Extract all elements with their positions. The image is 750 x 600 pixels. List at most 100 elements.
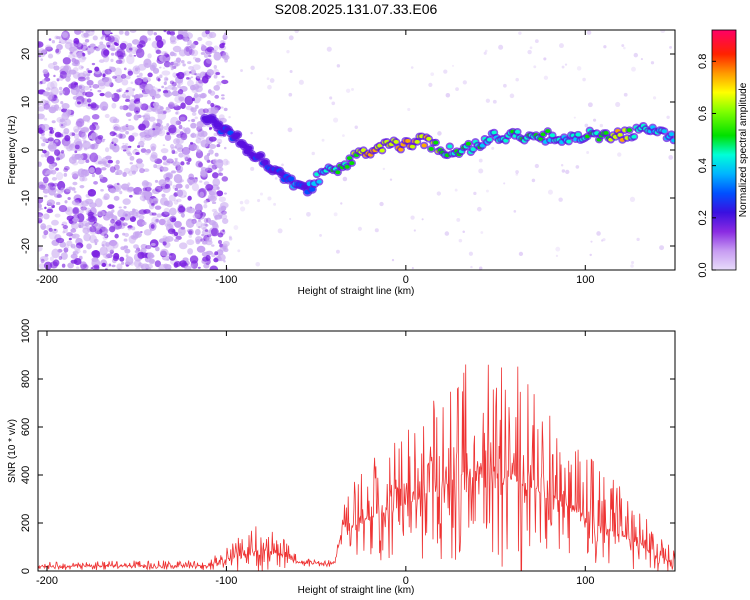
noise-blob (106, 242, 115, 253)
noise-blob (77, 168, 86, 178)
noise-blob (209, 90, 216, 96)
noise-blob (128, 104, 133, 108)
noise-blob (110, 47, 116, 52)
noise-blob (342, 134, 345, 137)
noise-blob (64, 118, 72, 126)
noise-blob (62, 57, 71, 65)
noise-blob (162, 160, 171, 166)
noise-blob (63, 166, 70, 171)
noise-blob (67, 197, 71, 201)
noise-blob (115, 220, 122, 226)
noise-blob (183, 30, 188, 34)
noise-blob (124, 30, 130, 36)
ridge-point (575, 132, 581, 137)
noise-blob (112, 75, 118, 79)
noise-blob (109, 223, 115, 227)
noise-blob (407, 107, 411, 112)
noise-blob (266, 77, 270, 81)
colorbar-label: Normalized spectral amplitude (738, 82, 749, 217)
noise-blob (192, 118, 196, 122)
noise-blob (71, 187, 76, 191)
noise-blob (147, 72, 153, 78)
noise-blob (159, 74, 163, 79)
ridge-point (447, 144, 453, 149)
noise-blob (91, 173, 96, 178)
noise-blob (206, 234, 212, 238)
noise-blob (192, 56, 197, 60)
noise-blob (534, 163, 539, 169)
noise-blob (85, 207, 91, 213)
noise-blob (123, 67, 127, 71)
noise-blob (67, 262, 74, 269)
snr-y-axis-label: SNR (10 * v/v) (7, 419, 18, 483)
noise-blob (152, 67, 160, 74)
noise-blob (289, 70, 293, 74)
colorbar-tick-label: 0.6 (697, 106, 709, 121)
noise-blob (43, 261, 53, 270)
noise-blob (178, 152, 184, 158)
noise-blob (455, 87, 459, 91)
noise-blob (191, 183, 200, 192)
noise-blob (411, 267, 414, 270)
noise-blob (485, 98, 491, 103)
noise-blob (586, 151, 590, 154)
noise-blob (84, 38, 90, 43)
noise-blob (81, 30, 84, 33)
noise-blob (161, 70, 171, 76)
noise-blob (81, 200, 90, 207)
noise-blob (110, 133, 113, 136)
noise-blob (233, 225, 239, 230)
noise-blob (61, 223, 64, 226)
noise-blob (306, 211, 311, 217)
noise-blob (100, 188, 104, 192)
noise-blob (171, 149, 176, 155)
noise-blob (666, 115, 670, 120)
noise-blob (85, 159, 90, 163)
noise-blob (223, 146, 227, 150)
noise-blob (116, 263, 123, 270)
noise-blob (116, 89, 121, 93)
noise-blob (186, 161, 190, 165)
noise-blob (125, 123, 129, 128)
noise-blob (176, 191, 181, 196)
noise-blob (55, 237, 65, 243)
noise-blob (155, 49, 162, 55)
noise-blob (131, 132, 139, 137)
noise-blob (101, 138, 105, 143)
noise-blob (177, 226, 186, 237)
noise-blob (112, 241, 119, 249)
noise-blob (154, 179, 159, 183)
noise-blob (69, 51, 73, 55)
noise-blob (125, 256, 134, 266)
noise-blob (99, 174, 104, 180)
noise-blob (152, 86, 156, 88)
noise-blob (38, 55, 42, 58)
noise-blob (112, 255, 120, 262)
noise-blob (127, 70, 134, 76)
ridge-point (377, 143, 383, 148)
noise-blob (137, 251, 145, 259)
noise-blob (66, 232, 73, 237)
noise-blob (89, 88, 93, 91)
noise-blob (53, 228, 57, 231)
noise-blob (599, 123, 604, 128)
noise-blob (115, 59, 123, 65)
noise-blob (222, 158, 229, 166)
noise-blob (214, 251, 219, 256)
noise-blob (131, 39, 140, 45)
noise-blob (201, 75, 209, 84)
noise-blob (342, 176, 348, 182)
noise-blob (202, 108, 209, 114)
noise-blob (89, 124, 96, 131)
noise-blob (54, 131, 62, 138)
noise-blob (190, 69, 197, 75)
noise-blob (89, 152, 99, 163)
noise-blob (145, 182, 153, 188)
noise-blob (168, 124, 177, 134)
ridge-point (379, 148, 385, 153)
noise-blob (139, 35, 148, 45)
noise-blob (191, 118, 195, 123)
noise-blob (141, 190, 150, 200)
noise-blob (163, 207, 171, 215)
noise-blob (142, 187, 147, 192)
